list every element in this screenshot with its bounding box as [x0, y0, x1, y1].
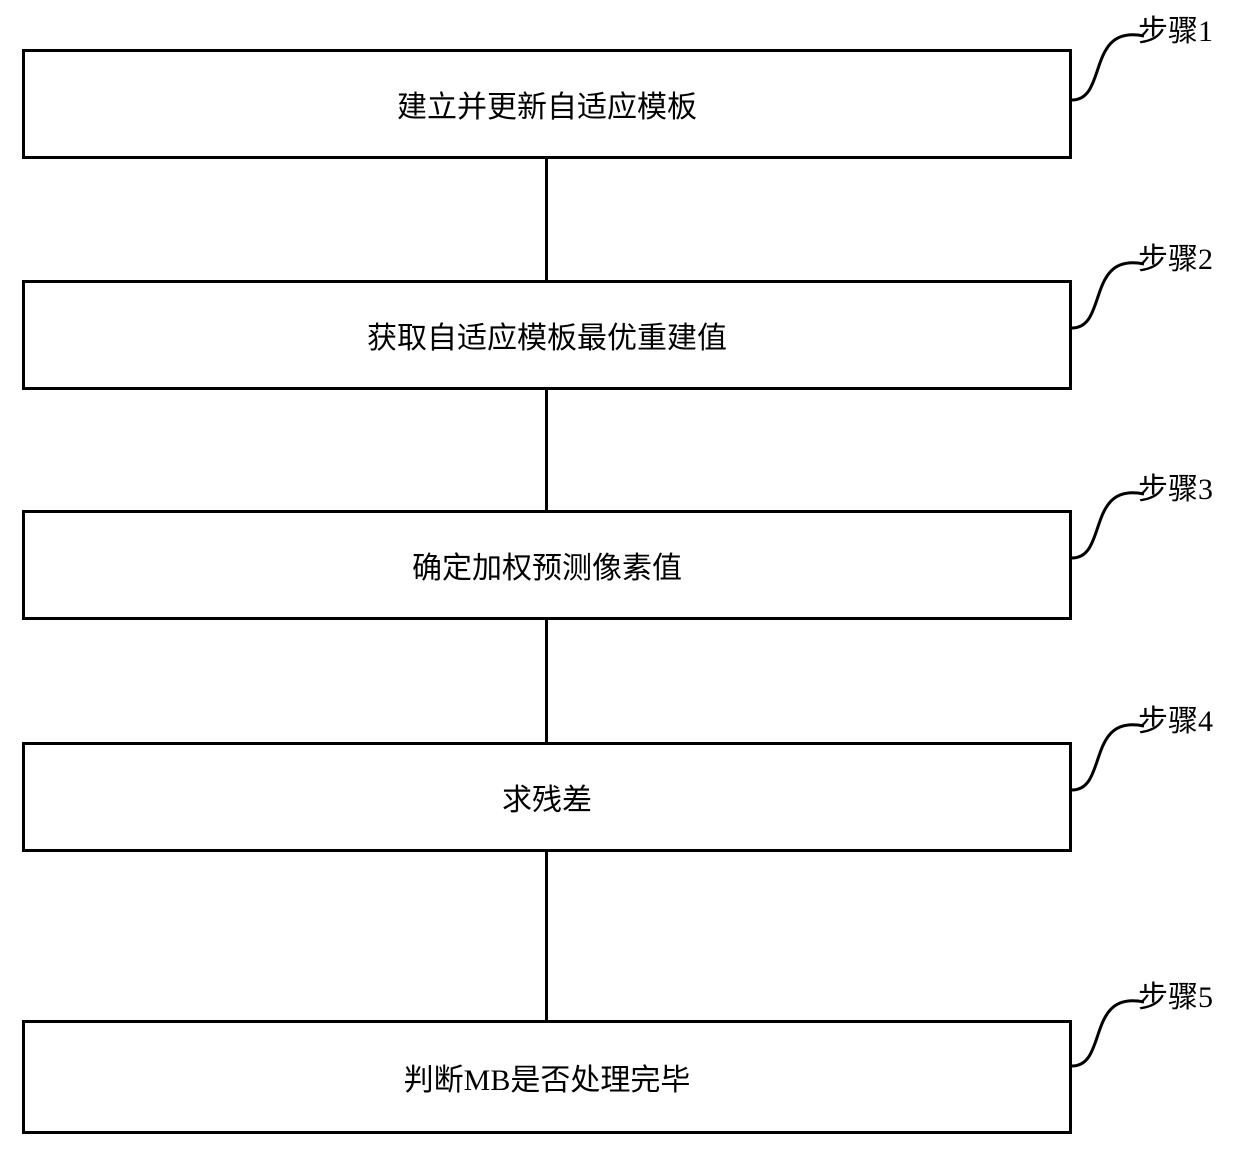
flow-box-step5-text: 判断MB是否处理完毕 — [404, 1055, 691, 1099]
callout-step1-path — [1072, 35, 1144, 100]
flow-box-step3: 确定加权预测像素值 — [22, 510, 1072, 620]
step-label-5-text: 步骤5 — [1138, 981, 1213, 1014]
flow-box-step3-text: 确定加权预测像素值 — [412, 543, 682, 587]
step-label-3-text: 步骤3 — [1138, 473, 1213, 506]
flow-box-step1: 建立并更新自适应模板 — [22, 49, 1072, 159]
connector-3-4 — [545, 620, 548, 742]
connector-1-2 — [545, 159, 548, 280]
step-label-4-text: 步骤4 — [1138, 705, 1213, 738]
callout-step5-path — [1072, 1001, 1144, 1066]
callout-step3 — [1072, 472, 1144, 558]
step-label-1-text: 步骤1 — [1138, 15, 1213, 48]
callout-step3-path — [1072, 493, 1144, 558]
step-label-1: 步骤1 — [1138, 6, 1213, 50]
callout-step5 — [1072, 980, 1144, 1066]
flow-box-step5: 判断MB是否处理完毕 — [22, 1020, 1072, 1134]
connector-2-3 — [545, 390, 548, 510]
step-label-3: 步骤3 — [1138, 464, 1213, 508]
step-label-5: 步骤5 — [1138, 972, 1213, 1016]
connector-4-5 — [545, 852, 548, 1020]
step-label-2: 步骤2 — [1138, 234, 1213, 278]
callout-step4 — [1072, 704, 1144, 790]
callout-step1 — [1072, 14, 1144, 100]
callout-step2-path — [1072, 263, 1144, 328]
flow-box-step4: 求残差 — [22, 742, 1072, 852]
callout-step4-path — [1072, 725, 1144, 790]
flow-box-step1-text: 建立并更新自适应模板 — [397, 82, 697, 126]
callout-step2 — [1072, 242, 1144, 328]
step-label-2-text: 步骤2 — [1138, 243, 1213, 276]
flow-box-step2-text: 获取自适应模板最优重建值 — [367, 313, 727, 357]
step-label-4: 步骤4 — [1138, 696, 1213, 740]
flow-box-step2: 获取自适应模板最优重建值 — [22, 280, 1072, 390]
flow-box-step4-text: 求残差 — [502, 775, 592, 819]
